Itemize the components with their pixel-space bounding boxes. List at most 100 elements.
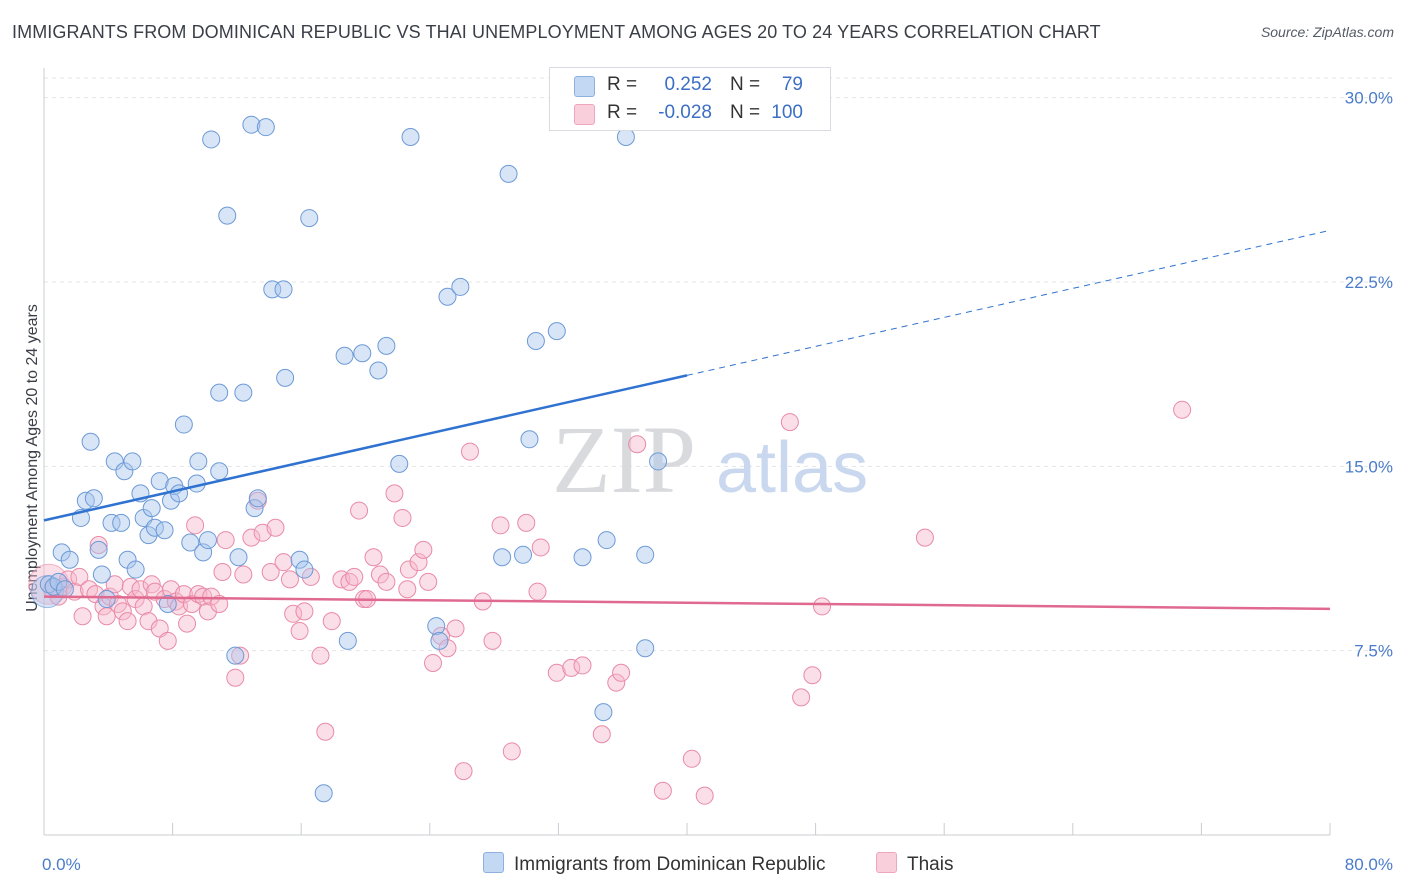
point-dominican	[314, 784, 333, 803]
point-dominican	[55, 580, 74, 599]
point-dominican	[139, 526, 158, 545]
x-tick-labels: 0.0% 80.0%	[42, 855, 1393, 874]
point-dominican	[369, 361, 388, 380]
point-thais	[695, 786, 714, 805]
legend-n-value: 79	[781, 74, 803, 95]
point-thais	[682, 749, 701, 768]
point-dominican	[229, 548, 248, 567]
point-dominican	[276, 368, 295, 387]
point-dominican	[616, 127, 635, 146]
point-dominican	[89, 540, 108, 559]
chart-title: IMMIGRANTS FROM DOMINICAN REPUBLIC VS TH…	[12, 22, 1101, 42]
point-thais	[393, 508, 412, 527]
point-thais	[295, 602, 314, 621]
point-dominican	[158, 594, 177, 613]
legend-r-label: R =	[607, 102, 638, 123]
point-dominican	[174, 415, 193, 434]
watermark-zip: ZIP	[552, 406, 696, 513]
point-thais	[454, 762, 473, 781]
legend-r-value: -0.028	[658, 102, 712, 123]
point-dominican	[573, 548, 592, 567]
point-dominican	[353, 344, 372, 363]
point-dominican	[49, 572, 68, 591]
point-thais	[231, 646, 250, 665]
series-dominican	[30, 115, 668, 803]
point-thais	[284, 604, 303, 623]
point-dominican	[438, 287, 457, 306]
point-dominican	[390, 454, 409, 473]
point-dominican	[520, 430, 539, 449]
point-dominican	[427, 617, 446, 636]
series-legend: Immigrants from Dominican Republic Thais	[0, 852, 1406, 878]
point-thais	[322, 612, 341, 631]
point-dominican	[547, 322, 566, 341]
point-thais	[70, 567, 89, 586]
point-dominican	[123, 452, 142, 471]
point-thais	[213, 563, 232, 582]
gridlines	[44, 77, 1395, 652]
point-thais	[1173, 400, 1192, 419]
legend-swatch-blue	[483, 852, 504, 873]
point-thais	[419, 572, 438, 591]
x-tick-label: 80.0%	[1345, 855, 1393, 874]
point-thais	[607, 673, 626, 692]
point-dominican	[92, 565, 111, 584]
axes	[43, 68, 1331, 836]
point-dominican	[189, 452, 208, 471]
trend-line-dominican	[43, 374, 688, 522]
point-thais	[792, 688, 811, 707]
point-thais	[612, 663, 631, 682]
point-thais	[145, 582, 164, 601]
point-thais	[158, 631, 177, 650]
correlation-legend: R = 0.252 N = 79 R = -0.028 N = 100	[549, 67, 831, 131]
legend-label-thais: Thais	[907, 854, 954, 875]
point-dominican	[150, 472, 169, 491]
point-dominican	[44, 577, 63, 596]
point-thais	[398, 580, 417, 599]
legend-n-label: N =	[730, 102, 761, 123]
point-dominican	[198, 531, 217, 550]
point-thais	[186, 516, 205, 535]
point-thais	[280, 570, 299, 589]
point-dominican	[234, 383, 253, 402]
point-thais	[364, 548, 383, 567]
point-thais	[105, 575, 124, 594]
point-thais	[460, 442, 479, 461]
legend-label-dominican: Immigrants from Dominican Republic	[514, 854, 826, 875]
point-thais	[234, 565, 253, 584]
series-thais	[28, 400, 1192, 805]
point-thais	[216, 531, 235, 550]
point-dominican	[102, 513, 121, 532]
point-thais	[210, 594, 229, 613]
point-thais	[311, 646, 330, 665]
point-dominican	[84, 489, 103, 508]
point-thais	[370, 565, 389, 584]
point-dominican	[335, 346, 354, 365]
legend-swatch-pink	[574, 104, 595, 125]
point-thais	[446, 619, 465, 638]
legend-swatch-pink	[876, 852, 897, 873]
point-dominican	[210, 462, 229, 481]
point-dominican	[401, 127, 420, 146]
point-thais	[345, 567, 364, 586]
point-thais	[350, 501, 369, 520]
point-thais	[517, 513, 536, 532]
point-dominican	[155, 521, 174, 540]
legend-swatch-blue	[574, 76, 595, 97]
y-tick-label: 30.0%	[1345, 89, 1393, 108]
source-credit: Source: ZipAtlas.com	[1260, 24, 1394, 40]
point-dominican	[242, 115, 261, 134]
point-thais	[274, 553, 293, 572]
y-tick-label: 15.0%	[1345, 457, 1393, 476]
watermark: ZIP atlas	[552, 406, 868, 513]
point-dominican	[649, 452, 668, 471]
point-thais	[803, 666, 822, 685]
point-thais	[780, 413, 799, 432]
y-tick-label: 7.5%	[1354, 642, 1393, 661]
point-dominican	[493, 548, 512, 567]
point-thais	[385, 484, 404, 503]
point-thais	[547, 663, 566, 682]
point-thais	[261, 563, 280, 582]
point-dominican	[60, 550, 79, 569]
point-dominican	[105, 452, 124, 471]
